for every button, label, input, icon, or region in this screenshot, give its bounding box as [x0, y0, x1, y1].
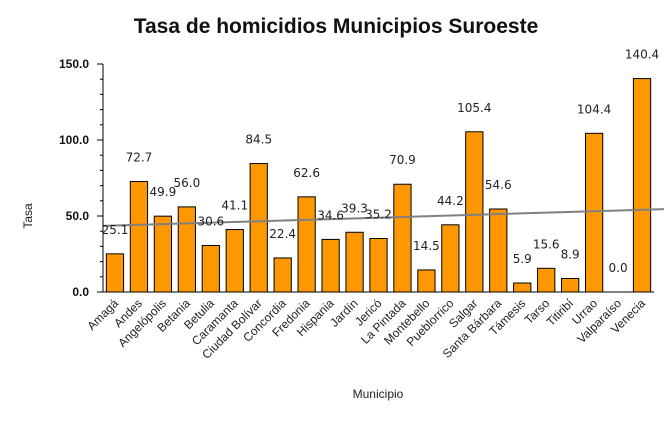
- bars-layer: [105, 78, 652, 293]
- x-tick-label-10: Jardín: [327, 296, 360, 329]
- data-label-7: 22.4: [269, 227, 296, 241]
- x-category-labels: AmagáAndesAngelópolisBetaniaBetuliaCaram…: [84, 296, 648, 362]
- bar-12: [393, 183, 412, 293]
- bar-16: [489, 208, 508, 293]
- bar-20: [584, 132, 604, 293]
- data-label-4: 30.6: [197, 214, 224, 228]
- data-label-18: 15.6: [533, 237, 560, 251]
- bar-4: [201, 244, 220, 293]
- data-label-20: 104.4: [577, 102, 611, 116]
- y-tick-label: 150.0: [59, 57, 89, 71]
- y-tick-label: 0.0: [72, 285, 89, 299]
- y-tick-label: 50.0: [66, 209, 90, 223]
- data-label-6: 84.5: [245, 133, 272, 147]
- bar-8: [297, 196, 316, 293]
- data-label-21: 0.0: [609, 261, 628, 275]
- data-label-15: 105.4: [457, 101, 491, 115]
- bar-17: [513, 282, 532, 293]
- data-label-10: 39.3: [341, 201, 368, 215]
- bar-9: [321, 238, 340, 293]
- bar-6: [249, 163, 268, 293]
- data-label-2: 49.9: [150, 185, 177, 199]
- bar-10: [345, 231, 364, 293]
- bar-13: [417, 269, 436, 293]
- data-label-22: 140.4: [625, 48, 659, 62]
- data-label-16: 54.6: [485, 178, 512, 192]
- bar-2: [153, 215, 173, 293]
- data-label-17: 5.9: [513, 252, 532, 266]
- data-label-1: 72.7: [126, 151, 153, 165]
- bar-14: [441, 224, 460, 293]
- data-label-13: 14.5: [413, 239, 440, 253]
- data-label-9: 34.6: [317, 208, 344, 222]
- data-label-19: 8.9: [561, 247, 580, 261]
- bar-5: [225, 229, 244, 293]
- bar-1: [129, 181, 149, 293]
- trendline-layer: [102, 208, 665, 227]
- bar-18: [537, 267, 556, 293]
- bar-15: [465, 131, 484, 293]
- y-tick-label: 100.0: [59, 133, 89, 147]
- bar-7: [273, 257, 292, 293]
- trendline: [102, 208, 665, 227]
- data-label-12: 70.9: [389, 153, 416, 167]
- x-tick-label-19: Titiribí: [544, 296, 577, 329]
- data-labels: 25.1 72.7 49.956.0 30.641.1 84.5 22.4 62.6 34.6…: [102, 48, 660, 275]
- x-axis-title: Municipio: [353, 387, 404, 401]
- y-axis-title: Tasa: [21, 203, 35, 229]
- y-ticks: 0.0 50.0 100.0 150.0: [59, 57, 103, 299]
- data-label-11: 35.2: [365, 208, 392, 222]
- data-label-14: 44.2: [437, 194, 464, 208]
- bar-11: [369, 238, 388, 293]
- chart-title: Tasa de homicidios Municipios Suroeste: [133, 15, 539, 38]
- bar-3: [177, 206, 196, 293]
- bar-19: [561, 277, 580, 293]
- bar-0: [105, 253, 125, 293]
- data-label-3: 56.0: [173, 176, 200, 190]
- data-label-0: 25.1: [102, 223, 129, 237]
- bar-22: [632, 78, 652, 293]
- data-label-8: 62.6: [293, 166, 320, 180]
- data-label-5: 41.1: [221, 199, 248, 213]
